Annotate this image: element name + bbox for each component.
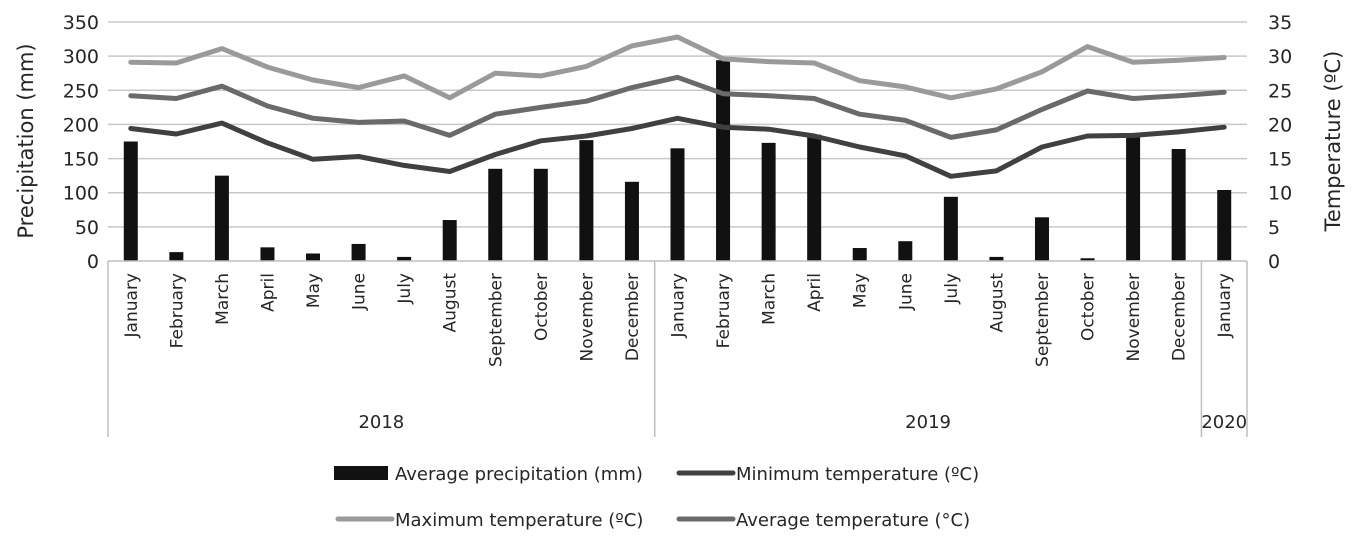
x-tick-label: November: [577, 273, 597, 361]
x-tick-label: September: [1033, 273, 1053, 367]
y-axis-right-title: Temperature (ºC): [1321, 51, 1345, 233]
y-tick-label-left: 200: [63, 114, 99, 136]
bar-precipitation: [169, 252, 184, 261]
legend-box-icon: [334, 466, 388, 480]
bar-precipitation: [214, 175, 229, 261]
line-series: [128, 34, 1227, 179]
bar-precipitation: [351, 243, 366, 261]
y-tick-label-right: 20: [1268, 114, 1292, 136]
x-tick-label: August: [987, 273, 1007, 333]
legend-item: Minimum temperature (ºC): [676, 464, 979, 485]
y-tick-label-left: 150: [63, 149, 99, 171]
legend-label: Average temperature (°C): [736, 510, 970, 531]
x-tick-label: June: [350, 273, 370, 311]
y-axis-left-ticks: 0 50 100 150 200 250 300 350: [63, 12, 99, 273]
bar-precipitation: [260, 247, 275, 261]
bar-precipitation: [1217, 189, 1232, 261]
legend-item: Average precipitation (mm): [334, 464, 643, 485]
y-axis-left-title: Precipitation (mm): [14, 43, 38, 238]
x-tick-label: January: [122, 273, 142, 338]
y-tick-label-left: 0: [87, 251, 99, 273]
x-group-label: 2018: [358, 412, 404, 433]
bar-precipitation: [624, 181, 639, 261]
y-tick-label-right: 35: [1268, 12, 1292, 34]
bar-precipitation: [1080, 258, 1095, 261]
y-tick-label-left: 300: [63, 46, 99, 68]
x-tick-label: February: [714, 273, 734, 348]
bar-precipitation: [670, 148, 685, 261]
x-tick-label: December: [1170, 273, 1190, 361]
bar-precipitation: [807, 134, 822, 261]
bar-precipitation: [852, 248, 867, 261]
x-tick-label: July: [395, 273, 415, 305]
y-tick-label-right: 5: [1268, 217, 1280, 239]
bar-precipitation: [1126, 133, 1141, 261]
x-tick-label: January: [669, 273, 689, 338]
y-tick-label-right: 30: [1268, 46, 1292, 68]
y-tick-label-left: 50: [75, 217, 99, 239]
x-group-label: 2020: [1201, 412, 1247, 433]
x-tick-label: April: [805, 273, 825, 312]
y-tick-label-left: 350: [63, 12, 99, 34]
legend-label: Minimum temperature (ºC): [736, 464, 979, 485]
bar-precipitation: [533, 168, 548, 261]
x-tick-label: December: [623, 273, 643, 361]
bar-precipitation: [397, 256, 412, 261]
x-tick-label: September: [486, 273, 506, 367]
y-tick-label-right: 10: [1268, 183, 1292, 205]
legend: Average precipitation (mm) Minimum temper…: [334, 464, 979, 531]
bar-series-precipitation: [123, 60, 1232, 261]
legend-label: Average precipitation (mm): [395, 464, 643, 485]
legend-item: Average temperature (°C): [676, 510, 970, 531]
bar-precipitation: [123, 141, 138, 261]
y-tick-label-right: 15: [1268, 149, 1292, 171]
bar-precipitation: [1171, 149, 1186, 261]
bar-precipitation: [442, 220, 457, 261]
bar-precipitation: [716, 60, 731, 261]
line-minimum-temperature: [128, 115, 1227, 179]
y-axis-right-ticks: 0 5 10 15 20 25 30 35: [1268, 12, 1292, 273]
y-tick-label-left: 250: [63, 80, 99, 102]
x-tick-label: March: [760, 273, 780, 325]
line-maximum-temperature: [128, 34, 1227, 101]
line-average-temperature: [128, 74, 1227, 140]
bar-precipitation: [898, 241, 913, 261]
y-tick-label-right: 25: [1268, 80, 1292, 102]
y-tick-label-left: 100: [63, 183, 99, 205]
x-tick-label: August: [441, 273, 461, 333]
x-tick-label: June: [896, 273, 916, 311]
bar-precipitation: [1034, 217, 1049, 261]
x-axis: January February March April May June July Augu…: [107, 260, 1248, 437]
bar-precipitation: [306, 253, 321, 261]
x-tick-label: July: [942, 273, 962, 305]
y-tick-label-right: 0: [1268, 251, 1280, 273]
bar-precipitation: [989, 256, 1004, 261]
bar-precipitation: [579, 140, 594, 261]
bar-precipitation: [488, 168, 503, 261]
x-tick-label: February: [167, 273, 187, 348]
legend-item: Maximum temperature (ºC): [335, 510, 643, 531]
x-tick-label: May: [851, 273, 871, 308]
x-tick-label: November: [1124, 273, 1144, 361]
bar-precipitation: [943, 196, 958, 261]
x-tick-label: March: [213, 273, 233, 325]
x-tick-label: October: [1079, 273, 1099, 341]
legend-label: Maximum temperature (ºC): [395, 510, 643, 531]
x-tick-label: April: [258, 273, 278, 312]
x-tick-label: October: [532, 273, 552, 341]
x-tick-label: January: [1215, 273, 1235, 338]
bar-precipitation: [761, 142, 776, 261]
x-group-label: 2019: [905, 412, 951, 433]
x-tick-label: May: [304, 273, 324, 308]
